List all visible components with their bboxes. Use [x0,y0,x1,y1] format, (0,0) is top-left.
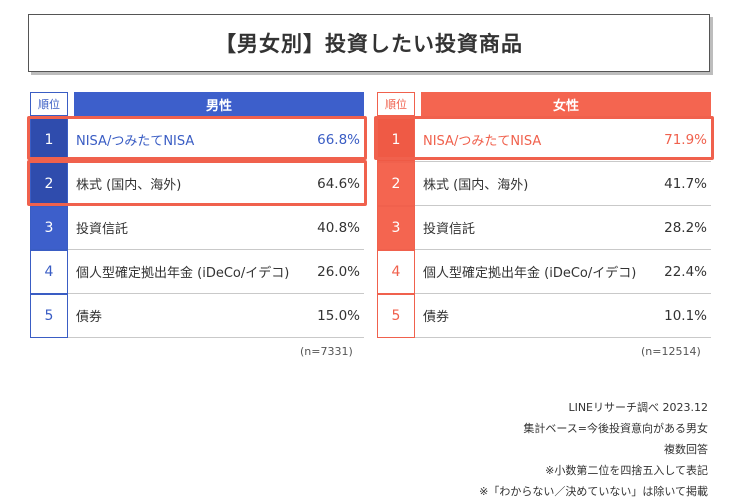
item-value: 26.0% [317,263,360,280]
table-row: 4 個人型確定拠出年金 (iDeCo/イデコ) 22.4% [377,250,711,294]
men-header-row: 順位 男性 [30,92,364,116]
table-row: 3 投資信託 28.2% [377,206,711,250]
rank-cell: 4 [30,250,68,294]
item-value: 28.2% [664,219,707,236]
table-row: 5 債券 10.1% [377,294,711,338]
note-rounding: ※小数第二位を四捨五入して表記 [545,464,708,477]
table-row: 1 NISA/つみたてNISA 71.9% [377,118,711,162]
rank-cell: 5 [377,294,415,338]
table-row: 1 NISA/つみたてNISA 66.8% [30,118,364,162]
chart-title-box: 【男女別】投資したい投資商品 [28,14,710,72]
item-value: 41.7% [664,175,707,192]
rank-cell: 1 [377,118,415,162]
women-ranking-table: 順位 女性 1 NISA/つみたてNISA 71.9% 2 株式 (国内、海外)… [374,92,714,338]
item-value: 64.6% [317,175,360,192]
note-multiple-answers: 複数回答 [664,443,708,456]
men-rank-header: 順位 [30,92,68,116]
item-value: 10.1% [664,307,707,324]
rank-cell: 1 [30,118,68,162]
rank-cell: 2 [377,162,415,206]
item-name: 債券 [76,310,103,325]
women-rank-header: 順位 [377,92,415,116]
women-header-row: 順位 女性 [377,92,711,116]
item-name: NISA/つみたてNISA [76,134,195,149]
women-sample-size: (n=12514) [641,345,701,358]
rank-cell: 5 [30,294,68,338]
note-base: 集計ベース=今後投資意向がある男女 [523,422,708,435]
note-exclusion: ※「わからない／決めていない」は除いて掲載 [479,485,708,498]
women-series-header: 女性 [421,92,711,116]
item-name: NISA/つみたてNISA [423,134,542,149]
item-name: 債券 [423,310,450,325]
table-row: 5 債券 15.0% [30,294,364,338]
item-name: 投資信託 [423,222,476,237]
rank-cell: 2 [30,162,68,206]
table-row: 4 個人型確定拠出年金 (iDeCo/イデコ) 26.0% [30,250,364,294]
item-value: 40.8% [317,219,360,236]
table-row: 2 株式 (国内、海外) 41.7% [377,162,711,206]
table-row: 3 投資信託 40.8% [30,206,364,250]
men-rows: 1 NISA/つみたてNISA 66.8% 2 株式 (国内、海外) 64.6%… [27,116,367,338]
item-name: 投資信託 [76,222,129,237]
item-name: 個人型確定拠出年金 (iDeCo/イデコ) [423,266,637,281]
table-row: 2 株式 (国内、海外) 64.6% [30,162,364,206]
item-value: 66.8% [317,131,360,148]
rank-cell: 3 [377,206,415,250]
women-rows: 1 NISA/つみたてNISA 71.9% 2 株式 (国内、海外) 41.7%… [374,116,714,338]
item-name: 株式 (国内、海外) [423,178,529,193]
item-value: 22.4% [664,263,707,280]
item-name: 個人型確定拠出年金 (iDeCo/イデコ) [76,266,290,281]
men-sample-size: (n=7331) [300,345,353,358]
item-name: 株式 (国内、海外) [76,178,182,193]
men-ranking-table: 順位 男性 1 NISA/つみたてNISA 66.8% 2 株式 (国内、海外)… [27,92,367,338]
note-source: LINEリサーチ調べ 2023.12 [568,401,708,414]
item-value: 71.9% [664,131,707,148]
men-series-header: 男性 [74,92,364,116]
item-value: 15.0% [317,307,360,324]
rank-cell: 3 [30,206,68,250]
footnotes: LINEリサーチ調べ 2023.12 集計ベース=今後投資意向がある男女 複数回… [479,397,708,502]
chart-title: 【男女別】投資したい投資商品 [215,32,523,56]
rank-cell: 4 [377,250,415,294]
